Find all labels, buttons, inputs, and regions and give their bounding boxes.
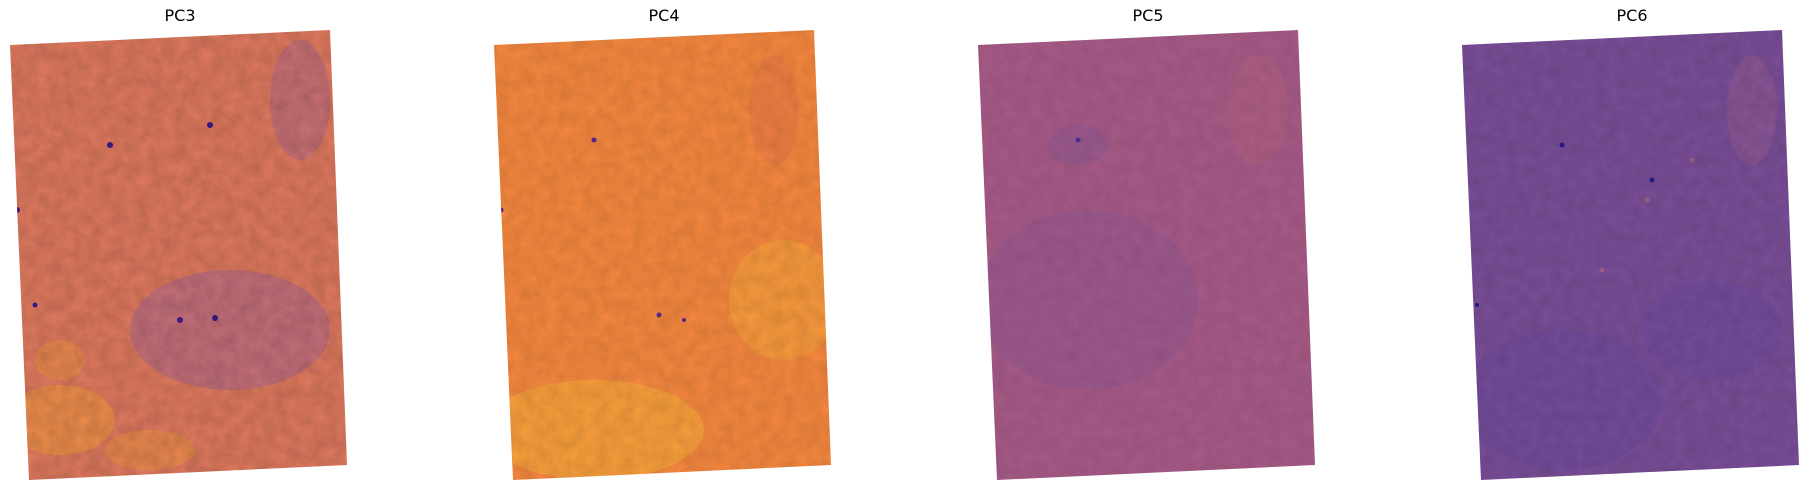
- panel-title: PC5: [1132, 6, 1164, 25]
- panel-title: PC4: [648, 6, 680, 25]
- raster-image: [10, 30, 347, 480]
- raster-image: [978, 30, 1315, 480]
- raster-image: [1462, 30, 1799, 480]
- panel-pc4: PC4: [484, 0, 844, 490]
- panel-pc5: PC5: [968, 0, 1328, 490]
- panel-pc3: PC3: [0, 0, 360, 490]
- panel-title: PC6: [1616, 6, 1648, 25]
- raster-image: [494, 30, 831, 480]
- panel-title: PC3: [164, 6, 196, 25]
- panel-pc6: PC6: [1452, 0, 1810, 490]
